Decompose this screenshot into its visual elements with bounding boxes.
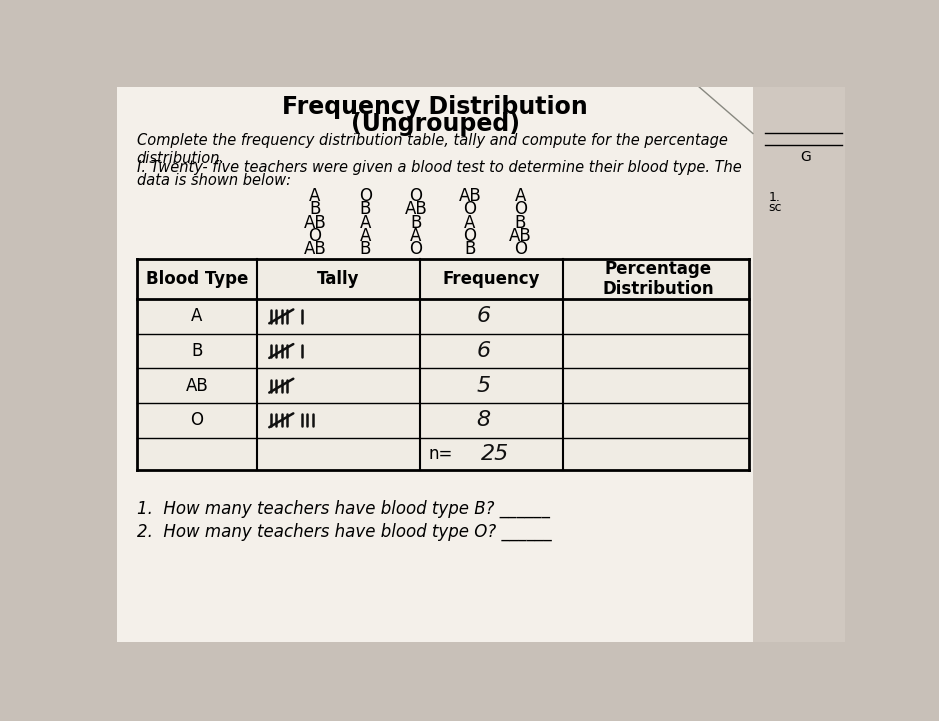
Text: B: B — [515, 213, 526, 231]
Text: sc: sc — [768, 201, 782, 214]
Text: AB: AB — [303, 213, 327, 231]
Text: A: A — [515, 187, 526, 205]
Text: A: A — [192, 307, 203, 325]
Text: I. Twenty- five teachers were given a blood test to determine their blood type. : I. Twenty- five teachers were given a bl… — [137, 161, 742, 175]
Text: Tally: Tally — [317, 270, 360, 288]
Text: Complete the frequency distribution table, tally and compute for the percentage
: Complete the frequency distribution tabl… — [137, 133, 728, 166]
Bar — [753, 87, 845, 642]
Text: n=: n= — [429, 445, 454, 463]
Text: Percentage
Distribution: Percentage Distribution — [602, 260, 714, 298]
Text: B: B — [192, 342, 203, 360]
Text: Blood Type: Blood Type — [146, 270, 248, 288]
Text: A: A — [464, 213, 476, 231]
Bar — [137, 259, 749, 470]
Text: 2.  How many teachers have blood type O? ______: 2. How many teachers have blood type O? … — [137, 522, 551, 541]
Text: 6: 6 — [476, 341, 490, 361]
Text: B: B — [360, 240, 371, 257]
Text: A: A — [410, 226, 422, 244]
Text: G: G — [800, 151, 811, 164]
Text: AB: AB — [509, 226, 531, 244]
Text: AB: AB — [458, 187, 482, 205]
Text: O: O — [409, 187, 423, 205]
Text: A: A — [360, 213, 371, 231]
Text: O: O — [409, 240, 423, 257]
Text: AB: AB — [303, 240, 327, 257]
Text: Frequency: Frequency — [442, 270, 540, 288]
Text: AB: AB — [185, 376, 208, 394]
Text: O: O — [359, 187, 372, 205]
Text: B: B — [464, 240, 476, 257]
Text: O: O — [191, 411, 204, 429]
Text: AB: AB — [405, 200, 427, 218]
Text: 25: 25 — [481, 444, 509, 464]
Text: Frequency Distribution: Frequency Distribution — [283, 95, 588, 119]
Text: B: B — [410, 213, 422, 231]
Text: data is shown below:: data is shown below: — [137, 173, 291, 187]
Text: B: B — [309, 200, 321, 218]
Text: 1.  How many teachers have blood type B? ______: 1. How many teachers have blood type B? … — [137, 499, 549, 518]
Text: O: O — [514, 240, 527, 257]
Text: (Ungrouped): (Ungrouped) — [350, 112, 519, 136]
Text: 6: 6 — [476, 306, 490, 327]
Text: A: A — [360, 226, 371, 244]
Text: O: O — [309, 226, 321, 244]
Bar — [117, 87, 753, 642]
Text: B: B — [360, 200, 371, 218]
Text: 8: 8 — [476, 410, 490, 430]
Text: 1.: 1. — [768, 191, 780, 204]
Text: O: O — [514, 200, 527, 218]
Text: O: O — [464, 226, 476, 244]
Text: 5: 5 — [476, 376, 490, 396]
Text: A: A — [309, 187, 321, 205]
Text: O: O — [464, 200, 476, 218]
